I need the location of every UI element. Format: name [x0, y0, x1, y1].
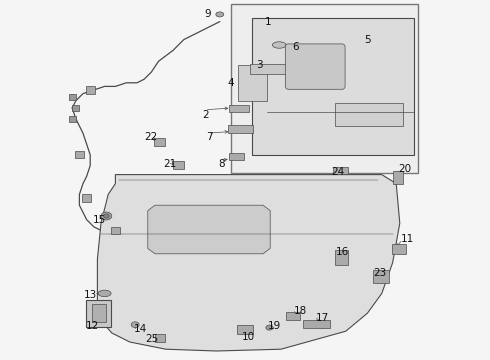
FancyBboxPatch shape	[86, 300, 111, 327]
Ellipse shape	[216, 12, 224, 17]
Text: 23: 23	[373, 268, 387, 278]
Bar	[228, 125, 253, 133]
Text: 20: 20	[398, 164, 411, 174]
Bar	[69, 116, 76, 122]
Bar	[237, 325, 253, 334]
Text: 7: 7	[206, 132, 212, 142]
Polygon shape	[252, 18, 414, 155]
Bar	[250, 64, 290, 74]
Bar	[335, 103, 403, 126]
Text: 15: 15	[93, 215, 106, 225]
Bar	[392, 244, 406, 254]
Ellipse shape	[98, 290, 111, 297]
Ellipse shape	[131, 322, 139, 328]
Polygon shape	[238, 65, 267, 101]
Bar	[72, 105, 79, 111]
Ellipse shape	[266, 325, 273, 330]
Bar	[75, 151, 84, 158]
Text: 25: 25	[145, 334, 158, 344]
Text: 3: 3	[256, 60, 263, 70]
Text: 17: 17	[316, 312, 329, 323]
Bar	[155, 334, 165, 342]
Text: 18: 18	[294, 306, 307, 316]
Bar	[229, 153, 245, 160]
Polygon shape	[98, 175, 400, 351]
Bar	[392, 171, 403, 184]
Ellipse shape	[104, 214, 109, 218]
Text: 2: 2	[202, 110, 209, 120]
Text: 12: 12	[85, 321, 98, 331]
Ellipse shape	[272, 42, 286, 48]
Text: 10: 10	[242, 332, 255, 342]
Text: 19: 19	[268, 321, 281, 331]
Text: 5: 5	[364, 35, 371, 45]
Text: 13: 13	[84, 290, 98, 300]
Bar	[154, 138, 165, 146]
Text: 9: 9	[204, 9, 211, 19]
Bar	[333, 167, 347, 174]
Bar	[303, 320, 330, 328]
Text: 4: 4	[227, 78, 234, 88]
Polygon shape	[373, 270, 389, 283]
Bar	[229, 105, 248, 112]
Bar	[111, 227, 120, 234]
Bar	[231, 4, 418, 173]
Bar	[69, 94, 76, 100]
Bar	[86, 86, 95, 94]
FancyBboxPatch shape	[285, 44, 345, 89]
Text: 16: 16	[336, 247, 349, 257]
Ellipse shape	[101, 212, 112, 220]
FancyBboxPatch shape	[92, 304, 106, 322]
Text: 1: 1	[265, 17, 272, 27]
Polygon shape	[148, 205, 270, 254]
Text: 14: 14	[134, 324, 147, 334]
Bar	[286, 312, 300, 320]
Text: 22: 22	[144, 132, 157, 142]
Text: 11: 11	[400, 234, 414, 244]
Text: 6: 6	[292, 42, 299, 52]
Text: 21: 21	[163, 159, 176, 169]
Text: 8: 8	[218, 159, 225, 169]
Bar	[82, 194, 91, 202]
Polygon shape	[335, 250, 347, 265]
Text: 24: 24	[331, 167, 344, 177]
Bar	[173, 161, 184, 169]
